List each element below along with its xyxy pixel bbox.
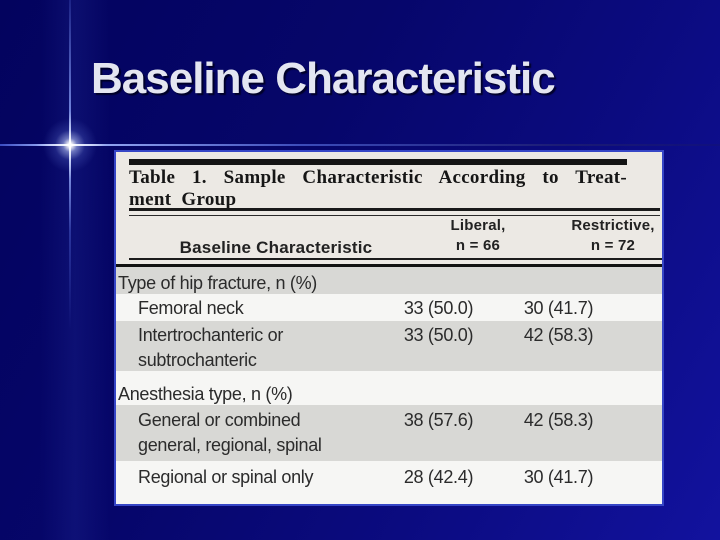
liberal-value: 33 (50.0) [403,325,474,345]
caption-double-rule-lower [129,215,660,216]
decor-horizontal-line [0,144,720,146]
liberal-value [381,382,496,405]
restrictive-value: 30 (41.7) [523,467,594,487]
slide-title: Baseline Characteristic [91,54,556,103]
table-row: Type of hip fracture, n (%) [116,267,662,294]
column-header-restrictive-n: n = 72 [590,237,636,254]
column-header-baseline-characteristic: Baseline Characteristic [179,238,373,257]
vertical-glow-band [40,0,110,540]
table-figure: Table 1. Sample Characteristic According… [114,150,664,506]
caption-double-rule-upper [129,208,660,211]
restrictive-value [501,271,616,294]
table-caption-line2: ment Group [129,189,237,210]
table-row: Intertrochanteric or subtrochanteric 33 (5… [116,321,662,371]
row-label: Intertrochanteric or subtrochanteric [138,325,284,370]
flare-vertical-spike [69,111,71,179]
liberal-value: 33 (50.0) [403,298,474,318]
restrictive-value: 42 (58.3) [523,410,594,430]
table-body-area: Type of hip fracture, n (%) Femoral neck 3… [116,264,662,504]
row-label: General or combined general, regional, sp… [138,410,322,455]
liberal-value: 28 (42.4) [403,467,474,487]
liberal-value: 38 (57.6) [403,410,474,430]
table-row: Femoral neck 33 (50.0) 30 (41.7) [116,294,662,321]
header-bottom-rule [129,258,662,260]
table-caption-line1: Table 1. Sample Characteristic According… [129,167,627,188]
column-header-liberal-n: n = 66 [455,237,501,254]
row-label: Anesthesia type, n (%) [118,384,293,404]
table-body: Type of hip fracture, n (%) Femoral neck 3… [116,267,662,503]
table-row: Regional or spinal only 28 (42.4) 30 (41.7… [116,461,662,503]
row-label: Femoral neck [138,298,244,318]
body-top-rule [116,264,662,267]
row-label: Type of hip fracture, n (%) [118,273,317,293]
restrictive-value [501,382,616,405]
restrictive-value: 30 (41.7) [523,298,594,318]
table-caption-area: Table 1. Sample Characteristic According… [116,152,662,264]
table-row: General or combined general, regional, sp… [116,405,662,461]
table-row: Anesthesia type, n (%) [116,371,662,405]
restrictive-value: 42 (58.3) [523,325,594,345]
row-label: Regional or spinal only [138,467,314,487]
column-header-liberal: Liberal, [450,217,506,234]
column-header-restrictive: Restrictive, [571,217,655,234]
liberal-value [381,271,496,294]
caption-top-rule [129,159,627,165]
